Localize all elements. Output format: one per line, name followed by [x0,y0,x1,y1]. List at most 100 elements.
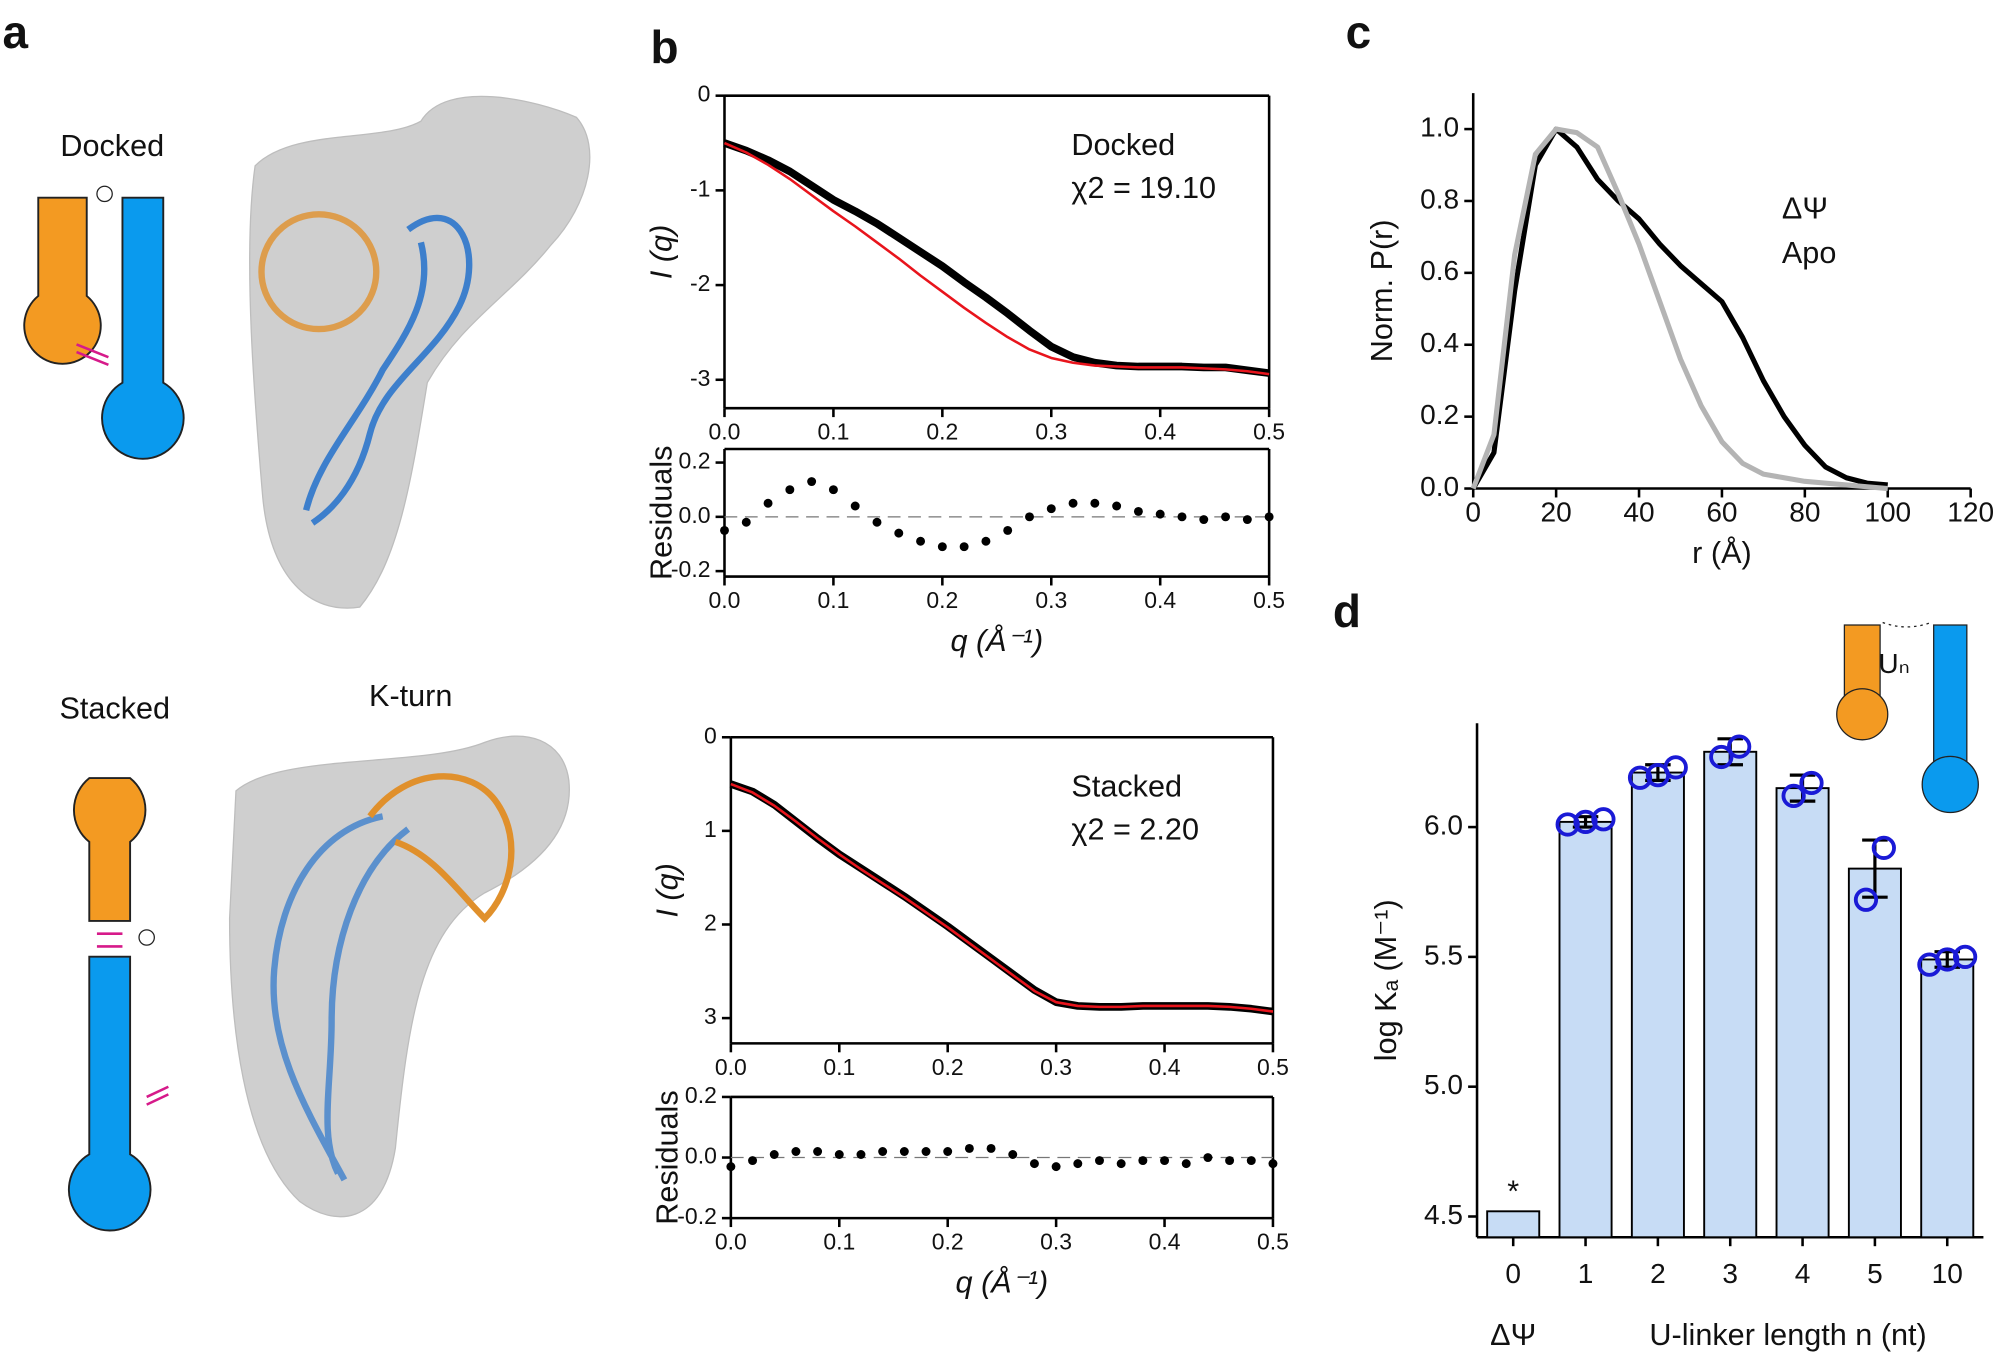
residual-point [1221,512,1231,522]
x-tick-label: 0 [1465,496,1481,527]
y-tick-label: 0.4 [1420,327,1459,358]
x-tick-label: 2 [1650,1258,1666,1289]
residual-point [1199,515,1209,525]
residual-point [986,1143,996,1153]
x-tick-label: 0.5 [1257,1229,1289,1255]
rna-blue-top [303,214,473,526]
residual-point [850,501,860,511]
series-line [730,782,1274,1013]
y-tick-label: 0.2 [679,448,711,474]
replicate-point [1871,835,1896,860]
rna-blue-bottom [270,813,411,1182]
residual-point [921,1147,931,1156]
residual-point [1090,498,1100,508]
x-tick-label: 0.1 [823,1229,855,1255]
residual-point [1225,1156,1235,1166]
residual-point [959,542,969,552]
residual-point [1181,1159,1191,1169]
x-axis-label: q (Å⁻¹) [950,623,1043,658]
residual-point [1008,1150,1018,1159]
residual-point [1051,1162,1061,1172]
panel-label: c [1346,6,1372,58]
x-tick-label: 0.4 [1144,419,1176,445]
schematic-orange-bottom [72,777,147,922]
panel-a-artwork [23,95,591,1232]
legend-entry: ΔΨ [1782,192,1828,226]
legend-entry: Apo [1782,236,1836,270]
x-tick-label: 0.3 [1040,1054,1072,1080]
x-tick-label: 0.1 [817,587,849,613]
bar [1775,787,1830,1239]
x-tick-label: 0.3 [1035,419,1067,445]
x-tick-label: 0.5 [1253,587,1285,613]
bar [1920,958,1975,1239]
replicate-point [1663,755,1688,780]
residual-point [807,477,817,487]
replicate-point [1591,807,1616,832]
x-tick-label: 0.1 [817,419,849,445]
schematic-blue-top [101,196,185,460]
annotation: * [1507,1175,1519,1209]
y-axis-label: I (q) [644,225,678,279]
residual-point [964,1143,974,1153]
hinge [96,185,113,203]
y-tick-label: 0.0 [685,1143,717,1169]
y-tick-label: 0.0 [679,502,711,528]
y-tick-label: -3 [690,365,710,391]
residual-point [1177,512,1187,522]
y-axis-label: I (q) [651,863,685,917]
replicate-point [1727,734,1752,759]
bar [1847,867,1902,1239]
x-tick-label: 0.2 [932,1229,964,1255]
residual-point [1003,525,1013,535]
x-tick-label: 0.5 [1257,1054,1289,1080]
x-tick-label: 0.4 [1149,1229,1181,1255]
residual-point [899,1147,909,1156]
residual-point [1029,1159,1039,1169]
residual-point [763,498,773,508]
bar [1630,771,1685,1239]
residual-point [916,536,926,546]
rna-orange-top [258,211,380,333]
residual-point [937,542,947,552]
panel-label: d [1333,585,1361,637]
linker-label: Uₙ [1878,648,1909,679]
residual-point [1268,1159,1278,1169]
residual-point [1133,506,1143,516]
y-tick-label: 4.5 [1424,1199,1463,1230]
x-tick-label: 0.0 [709,419,741,445]
x-tick-label: 0.1 [823,1054,855,1080]
residual-point [726,1162,736,1172]
residual-point [1203,1153,1213,1163]
bar [1703,750,1758,1239]
y-tick-label: -0.2 [671,556,711,582]
x-tick-label: 10 [1932,1258,1963,1289]
y-tick-label: -2 [690,270,710,296]
x-tick-label: 0.2 [932,1054,964,1080]
residual-point [1068,498,1078,508]
residual-point [834,1150,844,1159]
x-axis-label: U-linker length n (nt) [1649,1318,1926,1352]
replicate-point [1627,765,1653,790]
x-tick-label: 0.4 [1149,1054,1181,1080]
bar [1486,1210,1541,1239]
x-tick-label: 5 [1867,1258,1883,1289]
annotation: χ2 = 19.10 [1071,171,1216,205]
y-axis-label: Residuals [651,1090,685,1224]
panel-label: a [3,6,29,58]
y-tick-label: -0.2 [677,1203,717,1229]
residual-point [1246,1156,1256,1166]
x-tick-label: 0.2 [926,587,958,613]
x-axis-label: q (Å⁻¹) [956,1265,1049,1300]
y-tick-label: 0 [698,81,711,107]
annotation: Docked [1071,128,1175,162]
state-label: Stacked [59,692,170,726]
envelope-bottom [228,735,570,1218]
residual-point [1025,512,1034,522]
x-tick-label: 0.0 [709,587,741,613]
y-tick-label: 1.0 [1420,111,1459,142]
x-tick-label: 0.0 [715,1229,747,1255]
residual-point [894,528,904,538]
series-line [1471,126,1888,490]
